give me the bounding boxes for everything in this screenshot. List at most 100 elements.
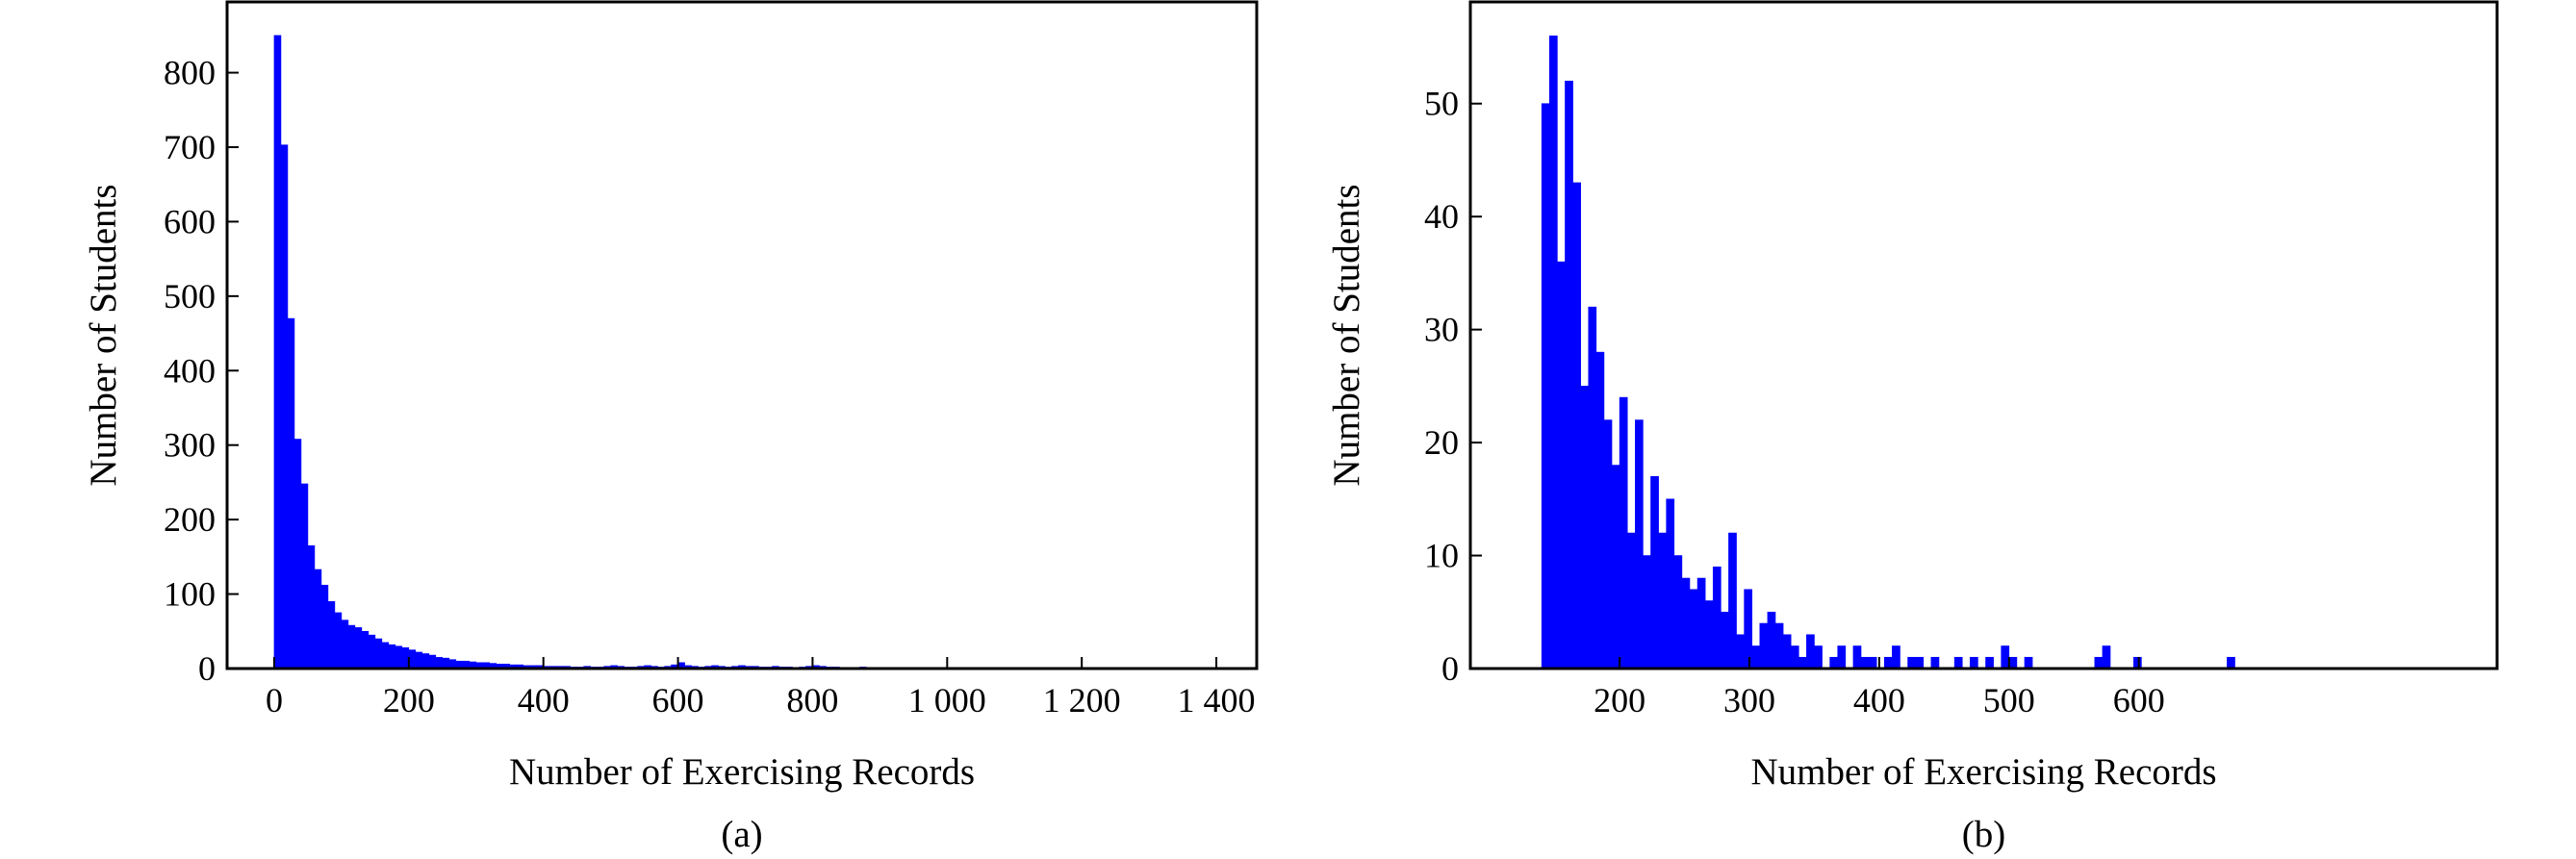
bar: [320, 584, 329, 670]
caption: (b): [1962, 814, 2005, 855]
y-axis-label: Number of Students: [1326, 184, 1367, 486]
y-tick-label: 10: [1424, 537, 1459, 575]
bar: [381, 642, 390, 670]
bar: [1759, 622, 1769, 670]
bar: [1704, 600, 1714, 670]
bar: [1650, 476, 1659, 670]
x-tick-label: 500: [1983, 681, 2035, 720]
bar: [1572, 182, 1581, 670]
bar: [361, 630, 370, 670]
x-tick-label: 300: [1723, 681, 1775, 720]
bar: [1907, 656, 1916, 670]
bar: [1588, 306, 1597, 670]
y-tick-label: 500: [164, 277, 216, 316]
bar: [1603, 419, 1613, 670]
bar: [1892, 645, 1900, 670]
bar: [1852, 645, 1862, 670]
y-tick-label: 50: [1424, 85, 1459, 123]
bar: [1611, 465, 1620, 670]
bar: [273, 35, 282, 670]
bar: [300, 483, 309, 670]
bar: [1696, 577, 1706, 670]
bar: [1767, 611, 1776, 670]
bar: [1643, 555, 1651, 670]
bar: [354, 627, 363, 670]
bar: [1930, 656, 1940, 670]
bar: [280, 144, 289, 670]
bar: [2133, 656, 2142, 670]
y-tick-label: 300: [164, 426, 216, 465]
y-tick-label: 800: [164, 54, 216, 92]
bar: [1953, 656, 1963, 670]
y-tick-label: 0: [1441, 649, 1459, 688]
bar: [395, 645, 403, 670]
bar: [1915, 656, 1925, 670]
x-tick-label: 1 200: [1043, 681, 1121, 720]
bar: [415, 651, 423, 670]
bar: [1829, 656, 1839, 670]
plot-frame: [1468, 0, 2499, 670]
bar: [341, 619, 349, 670]
bar: [314, 568, 322, 670]
bar: [1619, 396, 1628, 670]
bar: [1751, 645, 1761, 670]
bar: [1774, 622, 1784, 670]
bar: [408, 649, 417, 670]
y-tick-label: 40: [1424, 197, 1459, 236]
bar: [1884, 656, 1893, 670]
bar: [1681, 577, 1691, 670]
bar: [1689, 589, 1698, 670]
bar: [287, 317, 295, 670]
x-tick-label: 1 400: [1178, 681, 1256, 720]
bar: [1635, 419, 1644, 670]
bar: [401, 647, 410, 670]
y-tick-label: 400: [164, 351, 216, 390]
bar: [327, 601, 336, 670]
bar: [1548, 35, 1558, 670]
y-tick-label: 600: [164, 202, 216, 240]
bar: [1790, 645, 1799, 670]
bar: [1860, 656, 1870, 670]
x-tick-label: 600: [652, 681, 704, 720]
x-axis-label: Number of Exercising Records: [1750, 751, 2216, 793]
bar: [388, 644, 396, 670]
bar: [1658, 532, 1667, 670]
x-axis-label: Number of Exercising Records: [509, 751, 975, 793]
bar: [421, 653, 430, 670]
bar: [1868, 656, 1877, 670]
bar: [1666, 498, 1675, 670]
bar: [2008, 656, 2018, 670]
x-tick-label: 400: [1853, 681, 1905, 720]
bar: [435, 657, 444, 670]
x-tick-label: 1 000: [908, 681, 986, 720]
bar: [347, 624, 356, 670]
bar: [1721, 611, 1729, 670]
bar: [2094, 656, 2104, 670]
bar: [1712, 566, 1722, 670]
bar: [1798, 656, 1807, 670]
bar: [428, 654, 437, 670]
bar: [1985, 656, 1994, 670]
bar: [2001, 645, 2010, 670]
bar: [1541, 103, 1550, 670]
bar: [1744, 589, 1753, 670]
x-tick-label: 0: [266, 681, 283, 720]
bar: [1782, 634, 1792, 670]
y-tick-label: 100: [164, 575, 216, 614]
bar: [1673, 555, 1683, 670]
x-tick-label: 200: [383, 681, 435, 720]
caption: (a): [721, 814, 762, 855]
bar: [1626, 532, 1636, 670]
y-tick-label: 30: [1424, 311, 1459, 349]
y-tick-label: 700: [164, 128, 216, 166]
bar: [293, 439, 302, 670]
plot-frame: [225, 0, 1259, 670]
bar: [1736, 634, 1745, 670]
y-tick-label: 200: [164, 500, 216, 539]
y-tick-label: 0: [198, 649, 216, 688]
bar: [1837, 645, 1847, 670]
bar: [2102, 645, 2111, 670]
bar: [442, 657, 450, 670]
bar: [1595, 351, 1605, 670]
